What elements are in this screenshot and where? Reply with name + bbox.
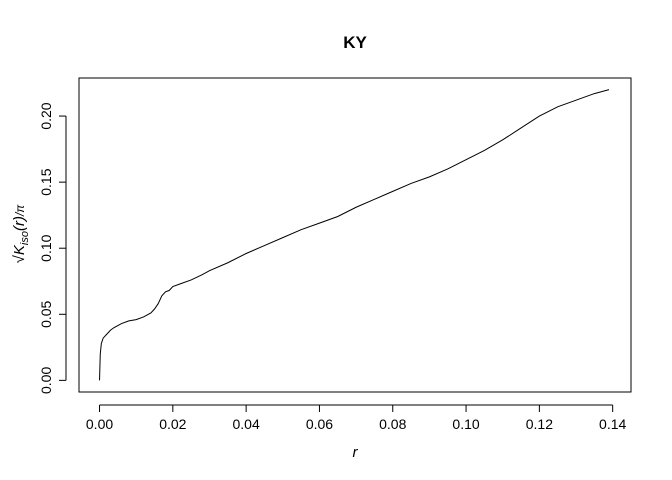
x-tick-label: 0.10	[452, 416, 479, 432]
plot-frame	[78, 77, 632, 393]
chart-title: KY	[343, 33, 367, 52]
x-tick-label: 0.06	[306, 416, 333, 432]
y-axis-label-radical: √	[11, 254, 28, 263]
y-axis-label: √Kiso(r)/π	[11, 204, 31, 264]
y-axis-label-arg: (r)	[11, 216, 28, 231]
y-tick-label: 0.20	[38, 102, 54, 129]
x-tick-label: 0.14	[599, 416, 626, 432]
y-tick-label: 0.00	[38, 367, 54, 394]
x-tick-label: 0.00	[86, 416, 113, 432]
y-tick-label: 0.15	[38, 168, 54, 195]
x-tick-label: 0.08	[379, 416, 406, 432]
series-line	[99, 89, 610, 381]
y-tick-label: 0.10	[38, 234, 54, 261]
x-tick-label: 0.12	[526, 416, 553, 432]
x-axis-label: r	[353, 444, 359, 461]
x-axis: 0.00 0.02 0.04 0.06 0.08 0.10 0.12 0.14	[86, 404, 627, 432]
x-tick-label: 0.04	[233, 416, 260, 432]
x-tick-label: 0.02	[159, 416, 186, 432]
y-axis-label-pi: /π	[13, 204, 27, 217]
y-axis: 0.00 0.05 0.10 0.15 0.20	[38, 102, 67, 394]
y-tick-label: 0.05	[38, 300, 54, 327]
y-axis-label-sub: iso	[19, 231, 31, 245]
y-axis-label-k: K	[11, 244, 28, 255]
